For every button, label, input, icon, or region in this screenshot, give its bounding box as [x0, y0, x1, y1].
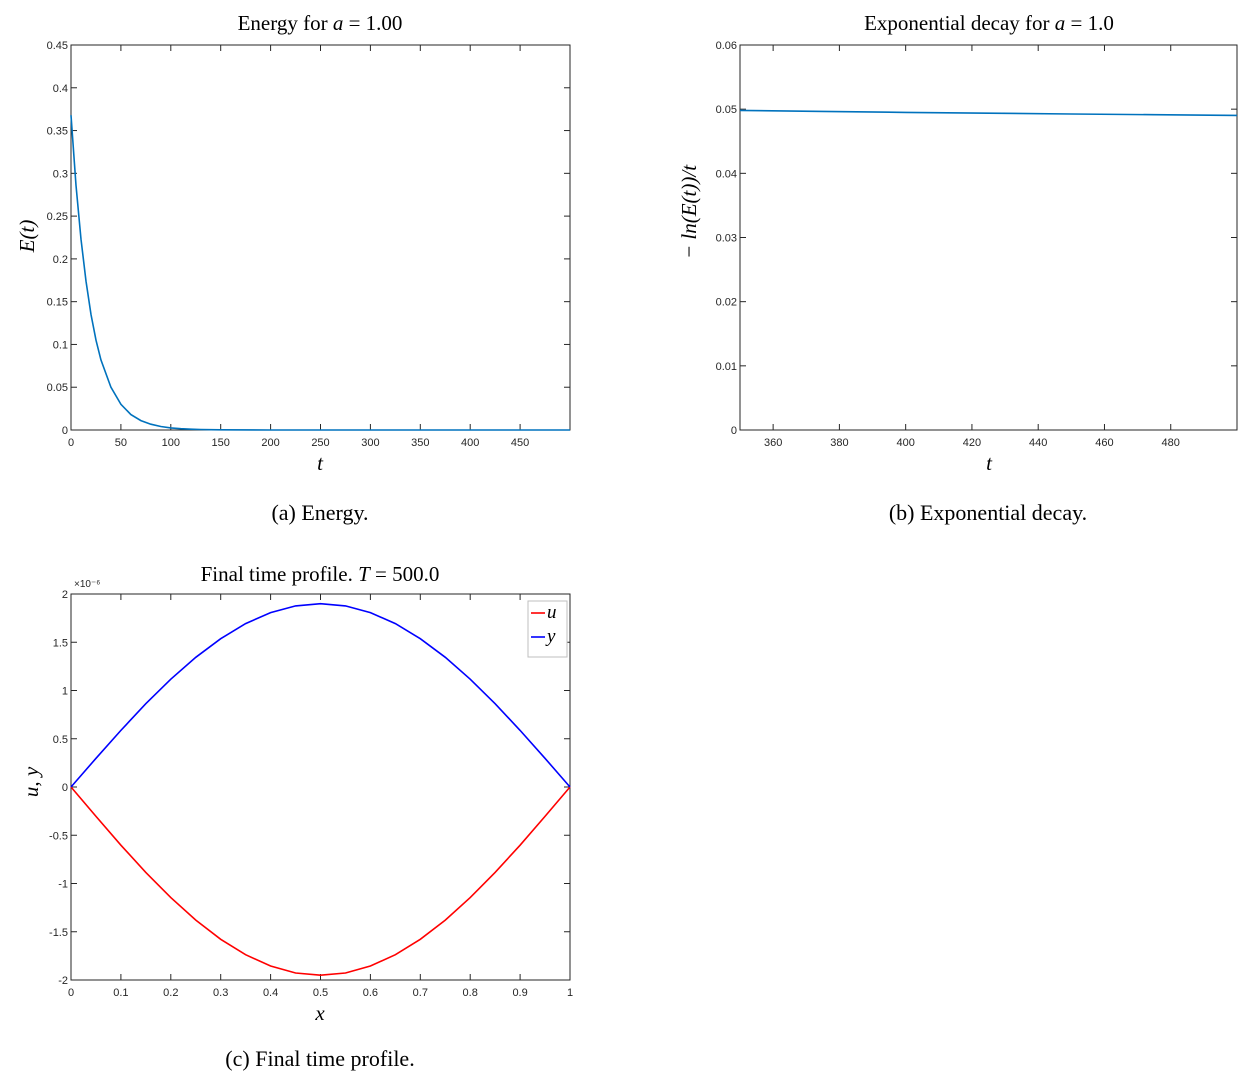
y-tick-label: -1 — [58, 879, 68, 891]
x-tick-label: 400 — [461, 437, 479, 449]
x-tick-label: 480 — [1162, 437, 1180, 449]
x-tick-label: 0.9 — [512, 987, 527, 999]
y-tick-label: 0.01 — [716, 361, 737, 373]
y-tick-label: 0 — [731, 425, 737, 437]
x-tick-label: 0.4 — [263, 987, 278, 999]
y-tick-label: 1 — [62, 686, 68, 698]
decay-y-axis-label: − ln(E(t))/t — [677, 164, 701, 259]
profile-y-axis-label: u, y — [19, 766, 43, 797]
y-tick-label: 2 — [62, 589, 68, 601]
x-tick-label: 450 — [511, 437, 529, 449]
energy-x-axis-label: t — [317, 451, 324, 475]
profile-chart: Final time profile. T = 500.0 x u, y ×10… — [19, 562, 573, 1025]
x-tick-label: 0.6 — [363, 987, 378, 999]
x-tick-label: 300 — [361, 437, 379, 449]
x-tick-label: 360 — [764, 437, 782, 449]
x-tick-label: 100 — [162, 437, 180, 449]
series-line-y — [70, 602, 571, 788]
y-tick-label: 0.05 — [47, 382, 68, 394]
profile-caption: (c) Final time profile. — [225, 1046, 415, 1071]
x-tick-label: 250 — [311, 437, 329, 449]
x-tick-label: 0.3 — [213, 987, 228, 999]
y-tick-label: 0.04 — [716, 168, 737, 180]
profile-title-value: = 500.0 — [370, 562, 440, 586]
x-tick-label: 0.8 — [463, 987, 478, 999]
energy-y-axis-label: E(t) — [15, 220, 39, 254]
profile-title-prefix: Final time profile. — [201, 562, 358, 586]
decay-title-param: a — [1055, 11, 1066, 35]
y-tick-label: 0 — [62, 782, 68, 794]
y-tick-label: 0.5 — [53, 734, 68, 746]
decay-caption: (b) Exponential decay. — [888, 500, 1088, 525]
decay-title-prefix: Exponential decay for — [864, 11, 1055, 35]
profile-chart-title: Final time profile. T = 500.0 — [201, 562, 440, 586]
x-tick-label: 460 — [1095, 437, 1113, 449]
y-tick-label: 0.4 — [53, 83, 68, 95]
profile-x-axis-label: x — [314, 1001, 325, 1025]
energy-title-prefix: Energy for — [238, 11, 333, 35]
decay-x-axis-label: t — [986, 451, 993, 475]
plot-frame — [739, 44, 1238, 431]
x-tick-label: 200 — [261, 437, 279, 449]
x-tick-label: 0 — [68, 437, 74, 449]
energy-caption: (a) Energy. — [271, 500, 369, 525]
x-tick-label: 350 — [411, 437, 429, 449]
y-tick-label: -0.5 — [49, 830, 68, 842]
decay-chart-title: Exponential decay for a = 1.0 — [864, 11, 1114, 35]
x-tick-label: 0 — [68, 987, 74, 999]
x-tick-label: 50 — [115, 437, 127, 449]
series-line-0 — [739, 109, 1238, 117]
energy-chart: Energy for a = 1.00 t E(t) 0 50 100 150 200 2… — [15, 11, 571, 475]
profile-title-param: T — [358, 562, 371, 586]
y-tick-label: 0.02 — [716, 297, 737, 309]
x-tick-label: 380 — [830, 437, 848, 449]
legend-label-y: y — [545, 626, 556, 647]
y-tick-label: -1.5 — [49, 927, 68, 939]
x-tick-label: 0.5 — [313, 987, 328, 999]
y-tick-label: 0.2 — [53, 254, 68, 266]
y-tick-label: -2 — [58, 975, 68, 987]
y-tick-label: 0.25 — [47, 211, 68, 223]
legend-box — [527, 600, 568, 658]
energy-chart-title: Energy for a = 1.00 — [238, 11, 403, 35]
y-tick-label: 0.03 — [716, 233, 737, 245]
profile-y-exponent: ×10⁻⁶ — [74, 579, 100, 590]
y-tick-label: 0.35 — [47, 126, 68, 138]
x-tick-label: 0.7 — [413, 987, 428, 999]
y-tick-label: 1.5 — [53, 637, 68, 649]
series-line-0 — [70, 115, 570, 431]
x-tick-label: 0.1 — [113, 987, 128, 999]
energy-title-param: a — [333, 11, 344, 35]
panel-exponential-decay: Exponential decay for a = 1.0 t − ln(E(t… — [640, 0, 1246, 540]
x-tick-label: 440 — [1029, 437, 1047, 449]
y-tick-label: 0.3 — [53, 168, 68, 180]
panel-final-profile: Final time profile. T = 500.0 x u, y ×10… — [0, 540, 600, 1079]
x-tick-label: 420 — [963, 437, 981, 449]
decay-title-value: = 1.0 — [1065, 11, 1114, 35]
series-line-u — [70, 786, 571, 977]
energy-title-value: = 1.00 — [343, 11, 402, 35]
y-tick-label: 0.05 — [716, 104, 737, 116]
plot-frame — [70, 44, 571, 431]
x-tick-label: 400 — [896, 437, 914, 449]
x-tick-label: 150 — [212, 437, 230, 449]
panel-energy: Energy for a = 1.00 t E(t) 0 50 100 150 200 2… — [0, 0, 600, 540]
decay-chart: Exponential decay for a = 1.0 t − ln(E(t… — [677, 11, 1238, 475]
y-tick-label: 0.45 — [47, 40, 68, 52]
plot-frame — [70, 593, 571, 981]
legend-label-u: u — [547, 602, 557, 623]
y-tick-label: 0 — [62, 425, 68, 437]
y-tick-label: 0.06 — [716, 40, 737, 52]
y-tick-label: 0.1 — [53, 339, 68, 351]
x-tick-label: 0.2 — [163, 987, 178, 999]
x-tick-label: 1 — [567, 987, 573, 999]
y-tick-label: 0.15 — [47, 297, 68, 309]
